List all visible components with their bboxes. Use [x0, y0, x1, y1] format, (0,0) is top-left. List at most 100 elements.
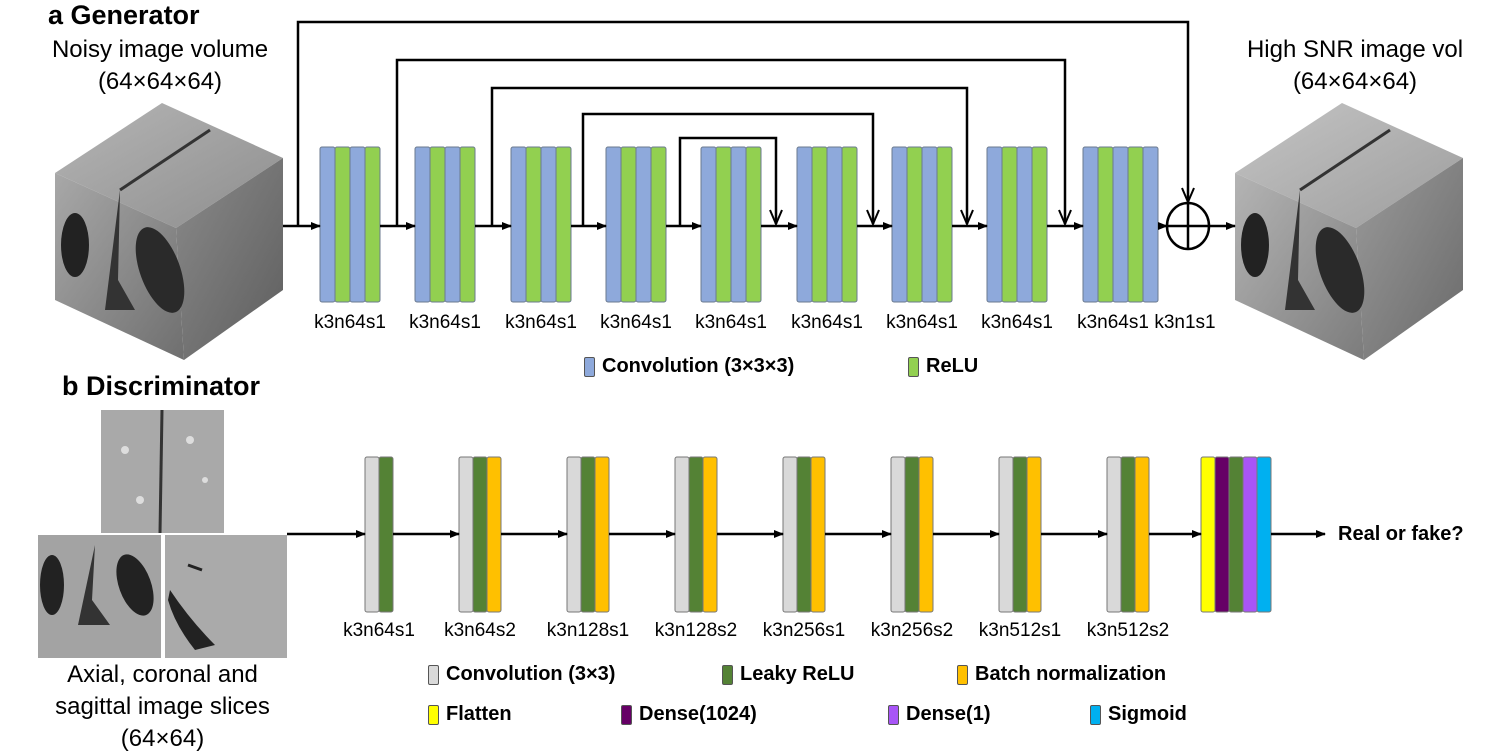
discriminator-layer-sigmoid [1256, 456, 1272, 613]
sagittal-slice-image [165, 535, 287, 658]
skip-connection-arrow [395, 58, 1065, 226]
generator-block [700, 146, 762, 303]
generator-block [510, 146, 572, 303]
generator-layer-relu [715, 146, 732, 303]
discriminator-layer-conv [890, 456, 906, 613]
generator-block [891, 146, 953, 303]
output-volume-cube [1235, 103, 1463, 360]
generator-input-caption-line2: (64×64×64) [97, 68, 223, 95]
discriminator-layer-lrelu [472, 456, 488, 613]
sum-node-icon [1165, 201, 1211, 251]
generator-block-label: k3n64s1 [314, 312, 386, 333]
discriminator-layer-dense1024 [1214, 456, 1230, 613]
skip-connection-arrow [581, 112, 873, 226]
generator-block [796, 146, 858, 303]
generator-block [319, 146, 381, 303]
discriminator-block-label: k3n256s2 [870, 620, 954, 641]
legend-swatch-sigmoid [1090, 704, 1101, 725]
generator-layer-relu [936, 146, 953, 303]
legend-swatch-conv2d [428, 664, 439, 685]
discriminator-block-label: k3n64s2 [444, 620, 516, 641]
generator-layer-relu [459, 146, 476, 303]
discriminator-block [364, 456, 394, 613]
discriminator-block-label: k3n128s1 [546, 620, 630, 641]
generator-block-label: k3n64s1 [981, 312, 1053, 333]
discriminator-layer-conv [364, 456, 380, 613]
discriminator-layer-lrelu [1228, 456, 1244, 613]
discriminator-block [998, 456, 1042, 613]
generator-block-label: k3n64s1 [1077, 312, 1149, 333]
discriminator-block-label: k3n64s1 [343, 620, 415, 641]
discriminator-input-caption-line3: (64×64) [120, 725, 205, 752]
generator-final-label: k3n1s1 [1154, 312, 1216, 333]
skip-connection-arrow [678, 136, 776, 226]
coronal-slice-image [38, 535, 161, 658]
discriminator-layer-lrelu [378, 456, 394, 613]
generator-block-label: k3n64s1 [409, 312, 481, 333]
discriminator-layer-bn [810, 456, 826, 613]
generator-output-caption-line2: (64×64×64) [1292, 68, 1418, 95]
generator-layer-relu [745, 146, 762, 303]
generator-layer-relu [364, 146, 381, 303]
discriminator-layer-flatten [1200, 456, 1216, 613]
generator-layer-relu [1097, 146, 1114, 303]
generator-layer-relu [555, 146, 572, 303]
generator-layer-conv [635, 146, 652, 303]
legend-swatch-dense1 [888, 704, 899, 725]
discriminator-layer-conv [458, 456, 474, 613]
generator-title: a Generator [48, 0, 200, 30]
disc-legend-lrelu: Leaky ReLU [722, 663, 855, 686]
generator-layer-relu [1001, 146, 1018, 303]
discriminator-block [566, 456, 610, 613]
skip-connection-arrow [296, 20, 1188, 226]
generator-layer-conv [891, 146, 908, 303]
discriminator-layer-bn [594, 456, 610, 613]
generator-layer-conv [1112, 146, 1129, 303]
generator-layer-conv [444, 146, 461, 303]
discriminator-block [782, 456, 826, 613]
generator-layer-conv [1082, 146, 1099, 303]
disc-legend-dense1: Dense(1) [888, 703, 990, 726]
generator-layer-conv [700, 146, 717, 303]
generator-layer-relu [1031, 146, 1048, 303]
generator-block [605, 146, 667, 303]
discriminator-layer-lrelu [580, 456, 596, 613]
generator-layer-relu [620, 146, 637, 303]
discriminator-layer-conv [998, 456, 1014, 613]
generator-layer-relu [906, 146, 923, 303]
discriminator-layer-lrelu [1120, 456, 1136, 613]
skip-connection-arrow [490, 86, 967, 226]
generator-layer-conv [796, 146, 813, 303]
generator-block-label: k3n64s1 [886, 312, 958, 333]
disc-legend-dense1024: Dense(1024) [621, 703, 757, 726]
generator-output-caption-line1: High SNR image vol [1246, 36, 1464, 63]
discriminator-block-label: k3n256s1 [762, 620, 846, 641]
discriminator-block [890, 456, 934, 613]
legend-swatch-leaky-relu [722, 664, 733, 685]
discriminator-block-label: k3n512s2 [1086, 620, 1170, 641]
discriminator-layer-lrelu [1012, 456, 1028, 613]
generator-layer-relu [650, 146, 667, 303]
discriminator-layer-bn [1026, 456, 1042, 613]
discriminator-title: b Discriminator [62, 371, 261, 401]
generator-legend-relu: ReLU [908, 355, 978, 378]
generator-block [986, 146, 1048, 303]
discriminator-block [1200, 456, 1272, 613]
generator-layer-relu [429, 146, 446, 303]
discriminator-layer-lrelu [796, 456, 812, 613]
disc-legend-conv: Convolution (3×3) [428, 663, 615, 686]
generator-block [414, 146, 476, 303]
generator-layer-conv [510, 146, 527, 303]
legend-label-sigmoid: Sigmoid [1108, 703, 1187, 725]
discriminator-block [1106, 456, 1150, 613]
discriminator-layer-bn [702, 456, 718, 613]
discriminator-block-label: k3n512s1 [978, 620, 1062, 641]
discriminator-layer-conv [566, 456, 582, 613]
legend-label-flatten: Flatten [446, 703, 512, 725]
generator-layer-conv [921, 146, 938, 303]
legend-label-dense1: Dense(1) [906, 703, 991, 725]
discriminator-layer-conv [1106, 456, 1122, 613]
legend-label-batch-norm: Batch normalization [975, 663, 1167, 685]
discriminator-layer-dense1 [1242, 456, 1258, 613]
discriminator-input-caption-line2: sagittal image slices [55, 693, 270, 720]
